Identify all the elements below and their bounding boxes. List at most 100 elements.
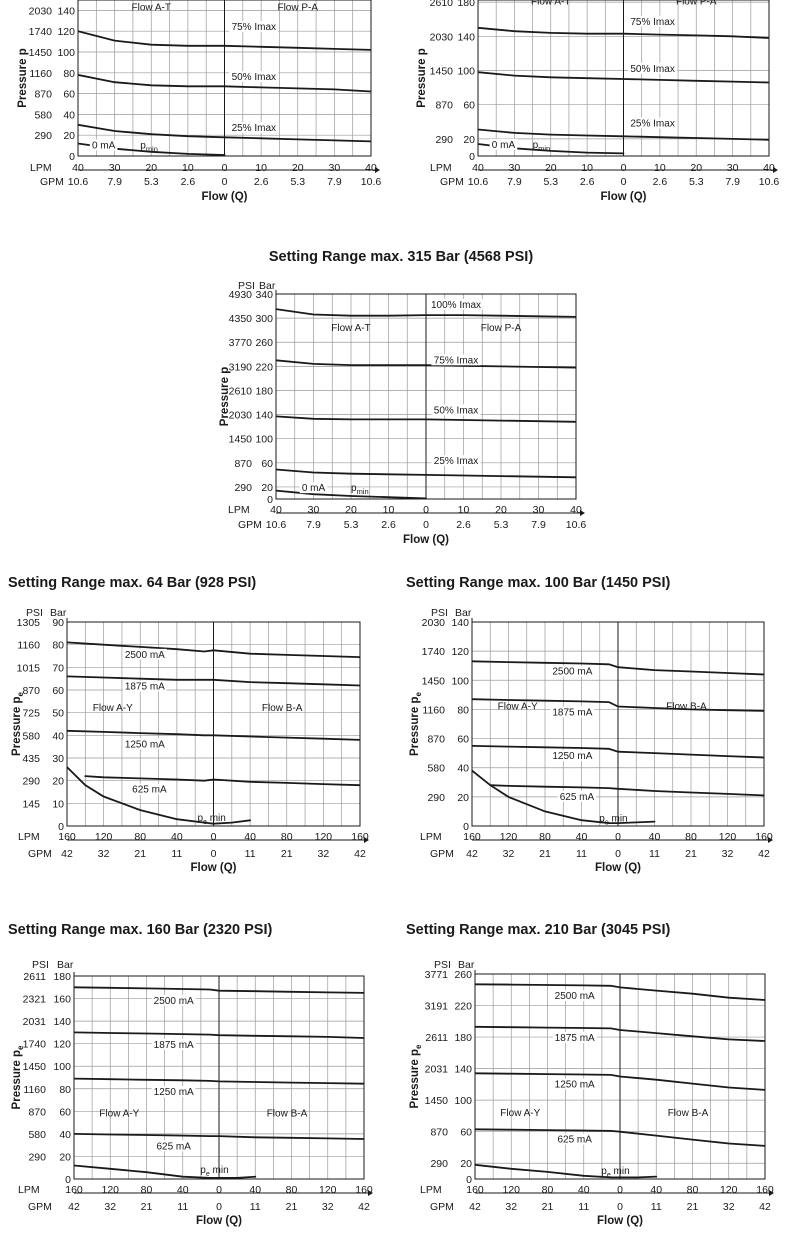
x-gpm-tick: 5.3 [689,176,704,188]
series-label-3: 0 mA [492,140,516,151]
series-curve-3 [74,1133,364,1140]
x-lpm-tick: 10 [458,504,470,516]
series-curve-2 [475,1072,765,1091]
y-psi-tick: 870 [430,1127,448,1139]
x-gpm-tick: 21 [134,848,146,860]
x-lpm-row-label: LPM [420,1184,442,1196]
region-label: Flow A-T [331,323,370,334]
region-label: Flow A-T [531,0,570,7]
x-lpm-tick: 40 [578,1184,590,1196]
y-bar-tick: 160 [53,994,71,1006]
x-gpm-tick: 10.6 [566,519,587,531]
x-gpm-tick: 32 [98,848,110,860]
series-curve-2 [67,729,360,741]
series-label-0: 2500 mA [125,650,165,661]
x-lpm-tick: 40 [244,831,256,843]
series-curve-0 [67,641,360,658]
x-gpm-tick: 2.6 [381,519,396,531]
x-axis-arrow [768,837,773,843]
y-axis-label: Pressure p [219,367,231,426]
series-label-1: 1875 mA [552,707,592,718]
series-curve-1 [276,359,576,369]
x-lpm-tick: 20 [495,504,507,516]
y-psi-tick: 2030 [430,31,454,43]
plot-area: Flow A-Y Flow B-A 2500 mA 1875 mA 1250 mA 625… [67,622,360,826]
psi-unit-label: PSI [26,607,43,619]
psi-unit-label: PSI [431,607,448,619]
x-lpm-tick: 20 [690,162,702,174]
y-bar-tick: 140 [451,617,469,629]
plot-area: Flow A-T Flow P-A 100% Imax 75% Imax 50% Ima… [276,294,576,499]
y-psi-tick: 1740 [23,1039,47,1051]
x-gpm-tick: 7.9 [306,519,321,531]
y-bar-tick: 180 [454,1032,472,1044]
y-psi-tick: 870 [22,685,40,697]
x-lpm-tick: 40 [270,504,282,516]
x-gpm-tick: 11 [576,848,587,860]
x-lpm-tick: 40 [472,162,484,174]
y-bar-tick: 100 [451,675,469,687]
y-psi-tick: 2030 [229,410,253,422]
x-gpm-tick: 0 [222,176,228,188]
y-bar-tick: 140 [57,5,75,17]
series-curve-0 [472,660,764,676]
series-curve-2 [472,745,764,759]
y-bar-tick: 60 [457,734,469,746]
y-bar-tick: 180 [255,385,273,397]
series-label-0: 2500 mA [154,996,194,1007]
series-label-3: 625 mA [560,792,595,803]
x-gpm-row-label: GPM [440,176,464,188]
plot-area: Flow A-Y Flow B-A 2500 mA 1875 mA 1250 mA 625… [472,622,764,826]
chart-0: Flow A-T Flow P-A75% Imax 50% Imax 25% Imax… [17,0,381,203]
chart-4: Setting Range max. 100 Bar (1450 PSI) PSI… [406,575,773,874]
series-label-2: 1250 mA [555,1079,595,1090]
series-curve-1 [472,698,764,712]
x-axis-arrow [375,167,380,173]
y-psi-tick: 3190 [229,361,253,373]
x-gpm-row-label: GPM [28,1201,52,1213]
x-lpm-tick: 20 [545,162,557,174]
series-label-3: 625 mA [557,1135,592,1146]
x-gpm-tick: 21 [539,848,551,860]
y-psi-tick: 145 [22,798,40,810]
series-curve-0 [475,983,765,1001]
x-lpm-tick: 0 [423,504,429,516]
y-psi-tick: 870 [34,89,52,101]
x-gpm-tick: 32 [723,1201,735,1213]
x-lpm-tick: 120 [500,831,518,843]
series-label-0: 75% Imax [630,17,674,28]
x-lpm-tick: 160 [463,831,481,843]
y-psi-tick: 1740 [422,646,446,658]
y-bar-tick: 120 [451,646,469,658]
psi-unit-label: PSI [434,959,451,971]
series-curve-1 [74,1031,364,1039]
x-axis-arrow [364,837,369,843]
y-axis-label: Pressure p [416,48,428,107]
y-bar-tick: 80 [63,68,75,80]
y-bar-tick: 220 [454,1001,472,1013]
y-psi-tick: 290 [427,792,445,804]
x-lpm-tick: 20 [345,504,357,516]
x-lpm-row-label: LPM [18,1184,40,1196]
series-label-0: 2500 mA [555,991,595,1002]
y-bar-tick: 10 [52,798,64,810]
x-gpm-tick: 42 [469,1201,481,1213]
y-psi-tick: 290 [430,1158,448,1170]
y-axis-label: Pressure pe [11,692,25,756]
y-psi-tick: 1160 [29,68,52,80]
x-gpm-tick: 11 [649,848,660,860]
x-gpm-tick: 42 [61,848,73,860]
y-psi-tick: 3771 [425,969,449,981]
series-curve-0 [478,26,769,39]
y-psi-tick: 1160 [23,1084,46,1096]
x-lpm-tick: 40 [171,831,183,843]
region-label: Flow B-A [267,1109,308,1120]
x-gpm-tick: 5.3 [290,176,305,188]
y-bar-tick: 140 [53,1016,71,1028]
series-label-1: 75% Imax [434,355,478,366]
x-gpm-tick: 2.6 [653,176,668,188]
y-bar-tick: 60 [59,1106,71,1118]
x-lpm-tick: 10 [654,162,666,174]
x-lpm-tick: 120 [101,1184,119,1196]
x-gpm-tick: 7.9 [531,519,546,531]
